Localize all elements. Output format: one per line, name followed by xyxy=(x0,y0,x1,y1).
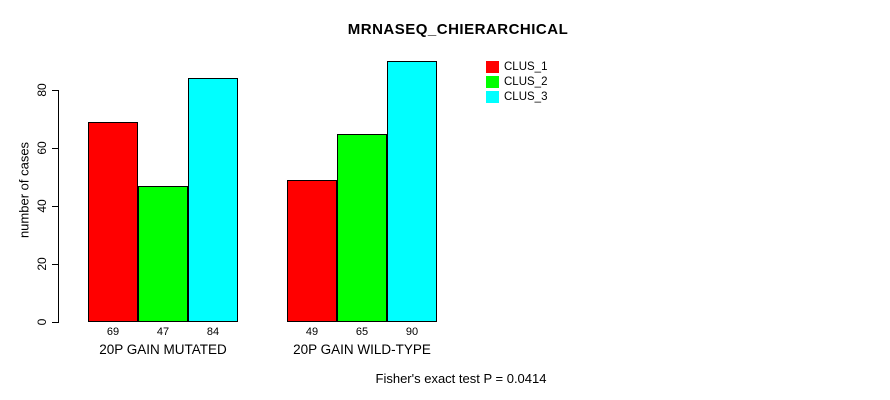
legend-label: CLUS_2 xyxy=(504,76,548,88)
legend-item-clus_2: CLUS_2 xyxy=(486,76,547,88)
y-axis-tick-label: 20 xyxy=(35,257,49,271)
bar-clus_3-group1 xyxy=(188,78,238,322)
y-axis-tick xyxy=(52,264,58,265)
bar-value-label: 47 xyxy=(156,326,170,338)
legend: CLUS_1 CLUS_2 CLUS_3 xyxy=(486,61,547,103)
bar-value-label: 90 xyxy=(405,326,419,338)
bar-clus_2-group1 xyxy=(138,185,188,322)
y-axis-tick xyxy=(52,206,58,207)
y-axis-tick-label: 40 xyxy=(35,199,49,213)
legend-item-clus_1: CLUS_1 xyxy=(486,61,547,73)
legend-label: CLUS_3 xyxy=(504,91,548,103)
chart-title: MRNASEQ_CHIERARCHICAL xyxy=(347,21,569,38)
bar-clus_2-group2 xyxy=(337,133,387,322)
bar-clus_3-group2 xyxy=(387,61,437,322)
annotation-text: Fisher's exact test P = 0.0414 xyxy=(375,371,547,386)
y-axis-tick-label: 60 xyxy=(35,141,49,155)
legend-swatch-icon xyxy=(486,91,499,103)
bar-value-label: 49 xyxy=(305,326,319,338)
y-axis-tick xyxy=(52,322,58,323)
legend-swatch-icon xyxy=(486,61,499,73)
legend-item-clus_3: CLUS_3 xyxy=(486,91,547,103)
bar-clus_1-group1 xyxy=(88,121,138,322)
x-category-label: 20P GAIN WILD-TYPE xyxy=(293,342,431,357)
bar-clus_1-group2 xyxy=(287,179,337,322)
y-axis-tick-label: 80 xyxy=(35,83,49,97)
y-axis-tick xyxy=(52,90,58,91)
bar-value-label: 84 xyxy=(206,326,220,338)
bar-value-label: 69 xyxy=(106,326,120,338)
y-axis-label: number of cases xyxy=(16,141,32,239)
x-category-label: 20P GAIN MUTATED xyxy=(99,342,227,357)
legend-label: CLUS_1 xyxy=(504,61,548,73)
y-axis-tick xyxy=(52,148,58,149)
bar-value-label: 65 xyxy=(355,326,369,338)
legend-swatch-icon xyxy=(486,76,499,88)
y-axis xyxy=(58,90,59,323)
y-axis-tick-label: 0 xyxy=(35,318,49,326)
